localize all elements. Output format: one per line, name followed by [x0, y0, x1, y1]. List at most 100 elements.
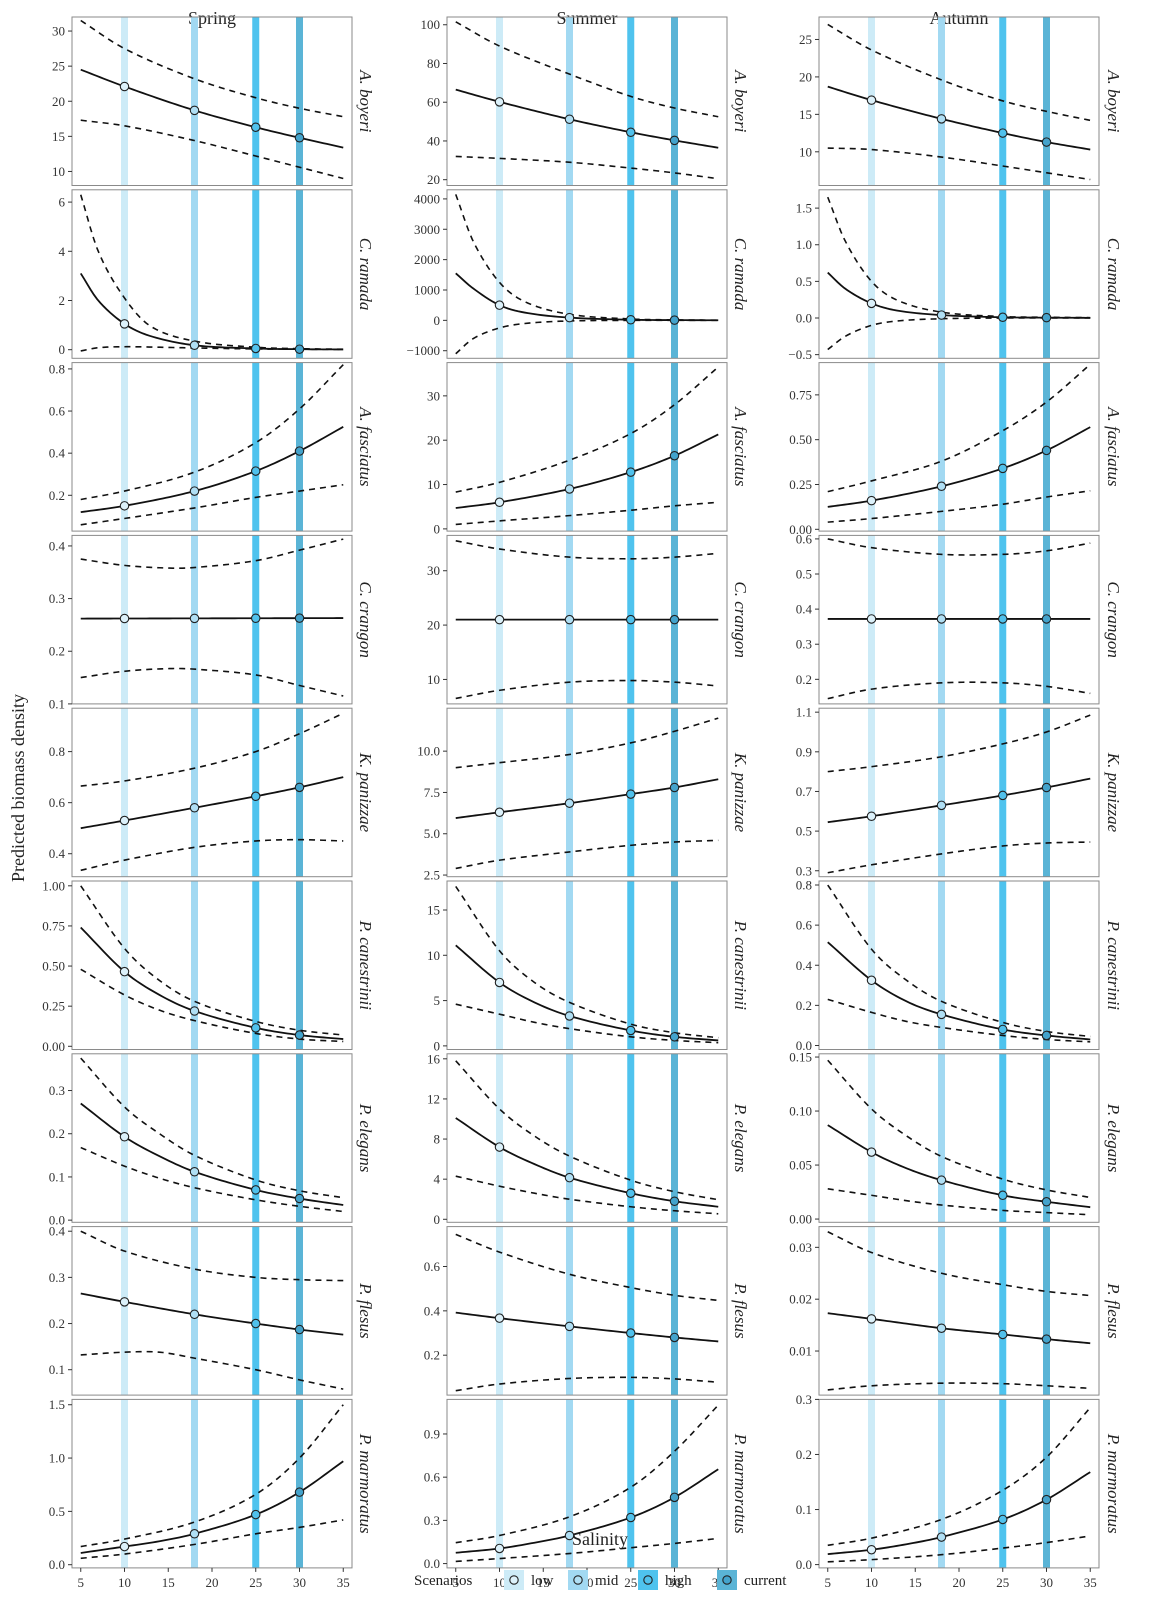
y-tick-label: 0.0: [796, 1038, 812, 1053]
x-axis-autumn: 5 10 15 20 25 30 35: [825, 1567, 1097, 1590]
y-tick-label: 10: [427, 672, 440, 687]
upper-bound-line: [80, 364, 344, 501]
y-tick-label: 0.2: [796, 672, 812, 687]
scenario-band-mid: [566, 362, 573, 532]
y-tick-label: 0.5: [796, 567, 812, 582]
scenario-band-high: [252, 1226, 260, 1396]
scenario-band-low: [868, 1399, 875, 1568]
scenario-band-current: [671, 1226, 678, 1396]
scenario-point-current: [294, 1324, 305, 1335]
panel-border: [818, 1398, 1100, 1569]
species-label-p-elegans: P. elegans: [1104, 1103, 1123, 1173]
y-tick-label: 15: [427, 902, 440, 917]
scenario-point-mid: [564, 484, 575, 494]
x-tick-label: 25: [249, 1575, 262, 1590]
x-tick-label: 15: [537, 1575, 550, 1590]
species-label-a-boyeri: A. boyeri: [731, 69, 750, 133]
y-tick-label: 25: [799, 32, 812, 47]
scenario-point-low: [866, 614, 877, 624]
scenario-band-high: [999, 1053, 1007, 1223]
y-tick-label: −1000: [407, 343, 440, 358]
y-tick-label: 0.75: [789, 387, 812, 402]
lower-bound-line: [80, 345, 344, 352]
panel-p-canestrinii-spring: 0.00 0.25 0.50 0.75 1.00 P. canestrinii: [42, 878, 375, 1053]
y-tick-label: 0.9: [424, 1426, 440, 1441]
upper-bound-line: [455, 366, 719, 493]
panel-border: [446, 534, 728, 705]
x-tick-label: 20: [953, 1575, 966, 1590]
y-tick-label: 0.7: [796, 784, 813, 799]
y-tick-label: 0.00: [789, 522, 812, 537]
scenario-band-high: [252, 1399, 260, 1568]
y-tick-label: 5: [434, 993, 441, 1008]
panel-border: [446, 189, 728, 359]
scenario-point-current: [1041, 1334, 1052, 1344]
scenario-point-low: [866, 495, 877, 506]
y-tick-label: −0.5: [788, 347, 812, 362]
y-tick-label: 0.0: [49, 1213, 65, 1228]
scenario-band-mid: [191, 17, 198, 186]
y-tick-label: 0.6: [796, 531, 813, 546]
panel-a-fasciatus-summer: 0 10 20 30 A. fasciatus: [427, 362, 750, 536]
y-tick-label: 0.6: [424, 1259, 441, 1274]
panel-a-fasciatus-autumn: 0.00 0.25 0.50 0.75 A. fasciatus: [789, 362, 1123, 537]
fit-line: [80, 1102, 344, 1206]
y-tick-label: 0.50: [789, 432, 812, 447]
panel-border: [446, 1053, 728, 1223]
scenario-point-current: [1041, 614, 1052, 624]
scenario-point-low: [119, 501, 130, 511]
scenario-point-mid: [936, 310, 947, 320]
lower-bound-line: [455, 679, 719, 700]
panel-border: [818, 534, 1100, 705]
scenario-point-mid: [564, 114, 575, 125]
scenario-point-high: [997, 1329, 1008, 1340]
y-tick-label: 30: [52, 24, 65, 39]
x-tick-label: 5: [825, 1575, 832, 1590]
scenario-band-low: [121, 17, 128, 186]
lower-bound-line: [827, 681, 1091, 700]
scenario-band-current: [671, 189, 678, 359]
scenario-point-low: [119, 1132, 130, 1142]
species-label-k-panizzae: K. panizzae: [731, 752, 750, 833]
scenario-point-low: [494, 1543, 505, 1554]
upper-bound-line: [79, 194, 344, 350]
y-tick-label: 0.2: [49, 1126, 65, 1141]
scenario-band-mid: [938, 362, 945, 532]
scenario-band-low: [496, 1053, 503, 1223]
panel-p-marmoratus-autumn: 0.0 0.1 0.2 0.3 P. marmoratus: [796, 1392, 1123, 1572]
y-tick-label: 0: [434, 1212, 441, 1227]
y-tick-label: 0.25: [42, 999, 65, 1014]
upper-bound-line: [80, 1230, 344, 1282]
x-tick-label: 10: [865, 1575, 878, 1590]
species-label-p-canestrinii: P. canestrinii: [356, 920, 375, 1011]
scenario-point-low: [866, 1544, 877, 1555]
scenario-point-mid: [936, 1323, 947, 1333]
y-tick-label: 0.2: [49, 644, 65, 659]
panel-border: [71, 362, 353, 532]
scenario-band-current: [1043, 708, 1050, 877]
fit-line: [455, 272, 719, 322]
panel-p-flesus-autumn: 0.01 0.02 0.03 P. flesus: [789, 1226, 1123, 1396]
scenario-point-low: [866, 1314, 877, 1324]
scenario-band-mid: [938, 189, 945, 359]
upper-bound-line: [827, 1407, 1091, 1547]
y-tick-label: 15: [52, 129, 65, 144]
y-tick-label: 1000: [414, 282, 440, 297]
panel-border: [818, 189, 1100, 359]
scenario-point-mid: [564, 1172, 575, 1183]
upper-bound-line: [80, 1404, 344, 1548]
panel-border: [818, 1226, 1100, 1396]
scenario-point-current: [1041, 445, 1052, 456]
y-tick-label: 20: [427, 618, 440, 633]
upper-bound-line: [827, 23, 1091, 122]
scenario-point-mid: [564, 798, 575, 808]
scenario-band-mid: [566, 708, 573, 877]
panel-p-flesus-spring: 0.1 0.2 0.3 0.4 P. flesus: [49, 1224, 375, 1396]
species-label-p-flesus: P. flesus: [731, 1282, 750, 1339]
y-tick-label: 0.4: [49, 1224, 66, 1239]
y-tick-label: 0: [434, 313, 441, 328]
scenario-point-mid: [189, 105, 200, 116]
legend-title: Scenarios: [414, 1573, 472, 1589]
scenario-band-low: [868, 1226, 875, 1396]
